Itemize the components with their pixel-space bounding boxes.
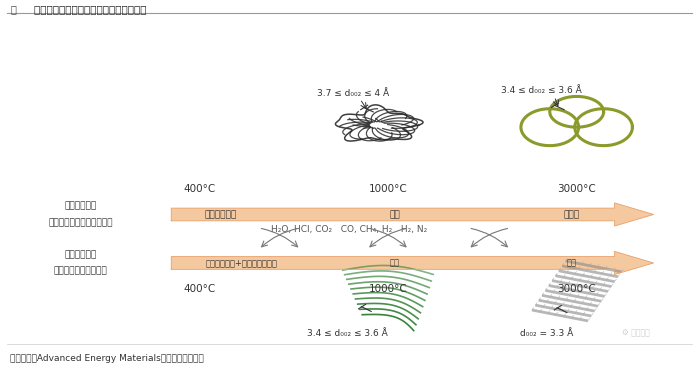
Text: 硬碳: 硬碳 (389, 210, 401, 219)
Text: 钠电池负极从零到一，硬碳材料突出重围: 钠电池负极从零到一，硬碳材料突出重围 (21, 4, 147, 14)
Text: 资料来源：Advanced Energy Materials，光大证券研究所: 资料来源：Advanced Energy Materials，光大证券研究所 (10, 354, 204, 363)
Polygon shape (171, 203, 654, 226)
Text: 3000°C: 3000°C (557, 184, 596, 194)
Text: 400°C: 400°C (183, 284, 215, 294)
Text: 400°C: 400°C (183, 184, 215, 194)
Text: 玻璃碳: 玻璃碳 (563, 210, 580, 219)
Text: 3000°C: 3000°C (557, 284, 596, 294)
Text: 结焦（固态）: 结焦（固态） (204, 210, 236, 219)
Text: 3.7 ≤ d₀₀₂ ≤ 4 Å: 3.7 ≤ d₀₀₂ ≤ 4 Å (317, 89, 389, 98)
Text: 焦炭（液态）+焦油（易挥发）: 焦炭（液态）+焦油（易挥发） (206, 258, 277, 267)
Text: 热塑性前驱体: 热塑性前驱体 (64, 250, 96, 259)
Text: d₀₀₂ = 3.3 Å: d₀₀₂ = 3.3 Å (520, 329, 573, 338)
Text: （烃类，聚氯乙烯等）: （烃类，聚氯乙烯等） (54, 267, 107, 276)
Text: 1000°C: 1000°C (368, 284, 408, 294)
Text: 1000°C: 1000°C (368, 184, 408, 194)
Text: 热固性前驱体: 热固性前驱体 (64, 202, 96, 211)
Text: 石墨: 石墨 (567, 258, 577, 267)
Text: 3.4 ≤ d₀₀₂ ≤ 3.6 Å: 3.4 ≤ d₀₀₂ ≤ 3.6 Å (501, 86, 582, 95)
Polygon shape (171, 251, 654, 275)
Text: H₂O, HCl, CO₂   CO, CH₄, H₂   H₂, N₂: H₂O, HCl, CO₂ CO, CH₄, H₂ H₂, N₂ (271, 225, 428, 234)
Text: 图: 图 (10, 4, 16, 14)
Text: ⚙ 钠电材料: ⚙ 钠电材料 (622, 327, 650, 336)
Text: （糖类，聚偏二氯乙烯等）: （糖类，聚偏二氯乙烯等） (48, 218, 113, 227)
Text: 3.4 ≤ d₀₀₂ ≤ 3.6 Å: 3.4 ≤ d₀₀₂ ≤ 3.6 Å (307, 329, 388, 338)
Text: 软碳: 软碳 (390, 258, 400, 267)
